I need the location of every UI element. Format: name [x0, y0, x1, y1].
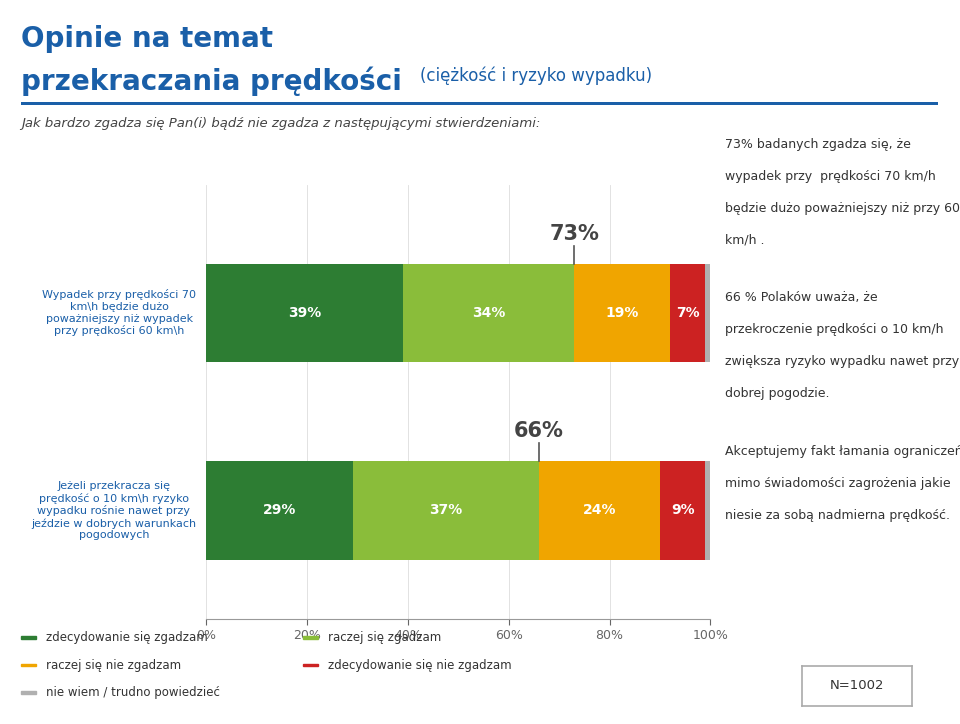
Text: przekroczenie prędkości o 10 km/h: przekroczenie prędkości o 10 km/h [725, 323, 944, 336]
Text: zdecydowanie się zgadzam: zdecydowanie się zgadzam [46, 631, 207, 644]
Text: 37%: 37% [429, 503, 463, 518]
Text: Jeżeli przekracza się
prędkość o 10 km\h ryzyko
wypadku rośnie nawet przy
jeździ: Jeżeli przekracza się prędkość o 10 km\h… [31, 481, 196, 540]
Text: 39%: 39% [288, 306, 322, 320]
Bar [706, 264, 710, 362]
Text: mimo świadomości zagrożenia jakie: mimo świadomości zagrożenia jakie [725, 477, 950, 489]
Text: Wypadek przy prędkości 70
km\h będzie dużo
poważniejszy niż wypadek
przy prędkoś: Wypadek przy prędkości 70 km\h będzie du… [42, 290, 196, 337]
Bar [21, 636, 36, 639]
Bar [21, 664, 36, 667]
Text: 73% badanych zgadza się, że: 73% badanych zgadza się, że [725, 138, 911, 151]
Text: 34%: 34% [472, 306, 505, 320]
Text: raczej się zgadzam: raczej się zgadzam [328, 631, 442, 644]
Text: zdecydowanie się nie zgadzam: zdecydowanie się nie zgadzam [328, 659, 512, 672]
Bar [206, 264, 403, 362]
Text: 24%: 24% [583, 503, 616, 518]
Bar [303, 636, 318, 639]
Text: będzie dużo poważniejszy niż przy 60: będzie dużo poważniejszy niż przy 60 [725, 201, 960, 214]
Text: Akceptujemy fakt łamania ograniczeń: Akceptujemy fakt łamania ograniczeń [725, 445, 960, 458]
Bar [706, 461, 710, 560]
Text: przekraczania prędkości: przekraczania prędkości [21, 67, 402, 96]
Text: 7%: 7% [676, 306, 700, 320]
Bar [540, 461, 660, 560]
Bar [670, 264, 706, 362]
Text: Opinie na temat: Opinie na temat [21, 25, 273, 54]
Bar [352, 461, 540, 560]
Bar [574, 264, 670, 362]
Text: km/h .: km/h . [725, 234, 764, 247]
Bar [403, 264, 574, 362]
Text: zwiększa ryzyko wypadku nawet przy: zwiększa ryzyko wypadku nawet przy [725, 355, 959, 369]
Text: 66 % Polaków uważa, że: 66 % Polaków uważa, że [725, 291, 877, 304]
Text: 29%: 29% [263, 503, 297, 518]
Text: 66%: 66% [515, 421, 564, 442]
Text: 19%: 19% [606, 306, 639, 320]
Bar [21, 691, 36, 694]
Text: (ciężkość i ryzyko wypadku): (ciężkość i ryzyko wypadku) [420, 67, 652, 85]
Text: 9%: 9% [671, 503, 694, 518]
Text: Jak bardzo zgadza się Pan(i) bądź nie zgadza z następującymi stwierdzeniami:: Jak bardzo zgadza się Pan(i) bądź nie zg… [21, 117, 540, 130]
Text: dobrej pogodzie.: dobrej pogodzie. [725, 387, 829, 400]
Text: niesie za sobą nadmierna prędkość.: niesie za sobą nadmierna prędkość. [725, 509, 949, 522]
Bar [303, 664, 318, 667]
Text: wypadek przy  prędkości 70 km/h: wypadek przy prędkości 70 km/h [725, 169, 936, 182]
Text: nie wiem / trudno powiedzieć: nie wiem / trudno powiedzieć [46, 686, 220, 699]
Bar [660, 461, 706, 560]
Text: N=1002: N=1002 [829, 680, 884, 692]
Text: raczej się nie zgadzam: raczej się nie zgadzam [46, 659, 181, 672]
Text: 73%: 73% [549, 224, 599, 244]
Bar [206, 461, 352, 560]
